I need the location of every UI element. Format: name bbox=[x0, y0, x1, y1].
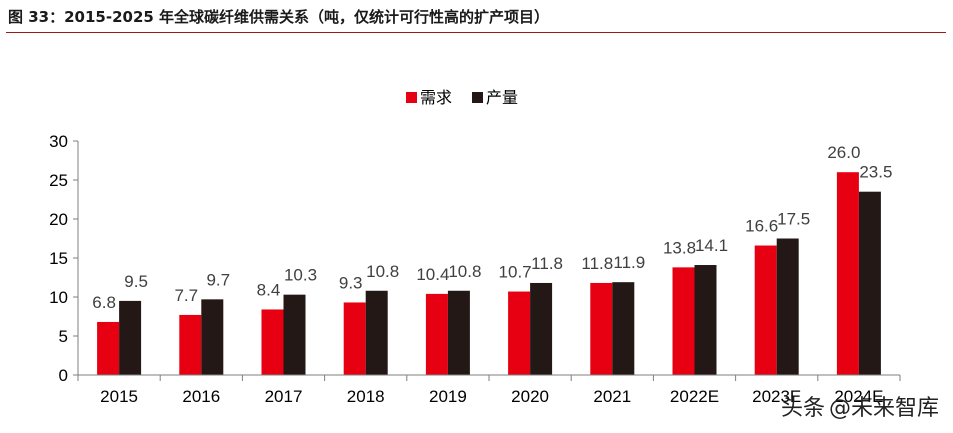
x-tick-label: 2017 bbox=[265, 387, 303, 406]
x-tick-label: 2015 bbox=[100, 387, 138, 406]
data-label-production: 11.9 bbox=[613, 253, 645, 272]
bar-demand bbox=[508, 291, 531, 375]
data-label-production: 10.8 bbox=[366, 262, 399, 281]
data-label-demand: 26.0 bbox=[827, 143, 860, 162]
bar-demand bbox=[425, 293, 448, 375]
bar-demand bbox=[754, 245, 777, 375]
legend-swatch-demand bbox=[406, 92, 417, 103]
watermark-source: 头条 bbox=[780, 396, 825, 421]
bar-demand bbox=[590, 282, 613, 375]
watermark: 头条 @未来智库 bbox=[781, 390, 939, 422]
bar-demand bbox=[343, 302, 366, 375]
bar-production bbox=[283, 294, 306, 375]
bar-production bbox=[776, 238, 799, 375]
data-label-production: 10.3 bbox=[284, 266, 317, 285]
data-label-demand: 7.7 bbox=[174, 286, 198, 305]
data-label-demand: 10.4 bbox=[416, 265, 449, 284]
x-tick-label: 2021 bbox=[593, 387, 631, 406]
legend-label-demand: 需求 bbox=[420, 88, 452, 107]
data-label-production: 9.7 bbox=[206, 270, 230, 289]
data-labels: 6.8 7.7 8.4 9.3 10.4 10.7 11.813.816.626.09.5 9… bbox=[92, 143, 892, 312]
bar-demand bbox=[836, 172, 859, 375]
bar-production bbox=[530, 282, 553, 375]
y-tick-label: 0 bbox=[59, 366, 68, 385]
y-tick-label: 10 bbox=[49, 288, 68, 307]
bars bbox=[97, 172, 881, 375]
bar-production bbox=[201, 299, 224, 375]
x-tick-label: 2022E bbox=[670, 387, 719, 406]
data-label-production: 9.5 bbox=[124, 272, 148, 291]
watermark-account: @未来智库 bbox=[828, 396, 939, 421]
data-label-demand: 8.4 bbox=[257, 280, 281, 299]
x-tick-label: 2024E bbox=[834, 387, 883, 406]
y-tick-label: 25 bbox=[49, 171, 68, 190]
x-tick-label: 2023E bbox=[752, 387, 801, 406]
legend-label-production: 产量 bbox=[486, 88, 518, 107]
bar-production bbox=[447, 290, 470, 375]
data-label-production: 10.8 bbox=[448, 262, 481, 281]
x-tick-label: 2020 bbox=[511, 387, 549, 406]
title-divider bbox=[6, 32, 946, 33]
data-label-production: 14.1 bbox=[695, 236, 728, 255]
data-label-demand: 10.7 bbox=[499, 263, 532, 282]
legend: 需求 产量 bbox=[406, 88, 518, 107]
y-tick-label: 15 bbox=[49, 249, 68, 268]
y-tick-label: 20 bbox=[49, 210, 68, 229]
bar-demand bbox=[261, 309, 284, 375]
bar-demand bbox=[672, 267, 695, 375]
bar-production bbox=[365, 290, 388, 375]
y-tick-label: 5 bbox=[59, 327, 68, 346]
bar-production bbox=[694, 265, 717, 375]
bar-demand bbox=[179, 314, 202, 375]
x-tick-label: 2016 bbox=[182, 387, 220, 406]
data-label-production: 23.5 bbox=[859, 163, 892, 182]
y-axis: 0 5 10 15 20 25 30 bbox=[49, 132, 79, 385]
bar-production bbox=[612, 282, 635, 375]
data-label-demand: 11.8 bbox=[581, 254, 613, 273]
x-tick-label: 2019 bbox=[429, 387, 467, 406]
bar-production bbox=[119, 300, 142, 375]
x-axis: 2015 2016 2017 2018 2019 2020 2021 2022E 2023E 20… bbox=[77, 374, 901, 406]
data-label-demand: 13.8 bbox=[663, 238, 696, 257]
data-label-production: 17.5 bbox=[777, 210, 810, 229]
y-tick-label: 30 bbox=[49, 132, 68, 151]
x-tick-label: 2018 bbox=[347, 387, 385, 406]
data-label-production: 11.8 bbox=[531, 254, 563, 273]
data-label-demand: 9.3 bbox=[339, 273, 363, 292]
figure-title: 图 33：2015-2025 年全球碳纤维供需关系（吨，仅统计可行性高的扩产项目… bbox=[8, 8, 550, 26]
bar-production bbox=[858, 191, 881, 375]
data-label-demand: 6.8 bbox=[92, 293, 116, 312]
bar-demand bbox=[97, 321, 120, 375]
data-label-demand: 16.6 bbox=[745, 217, 778, 236]
legend-swatch-production bbox=[472, 92, 483, 103]
